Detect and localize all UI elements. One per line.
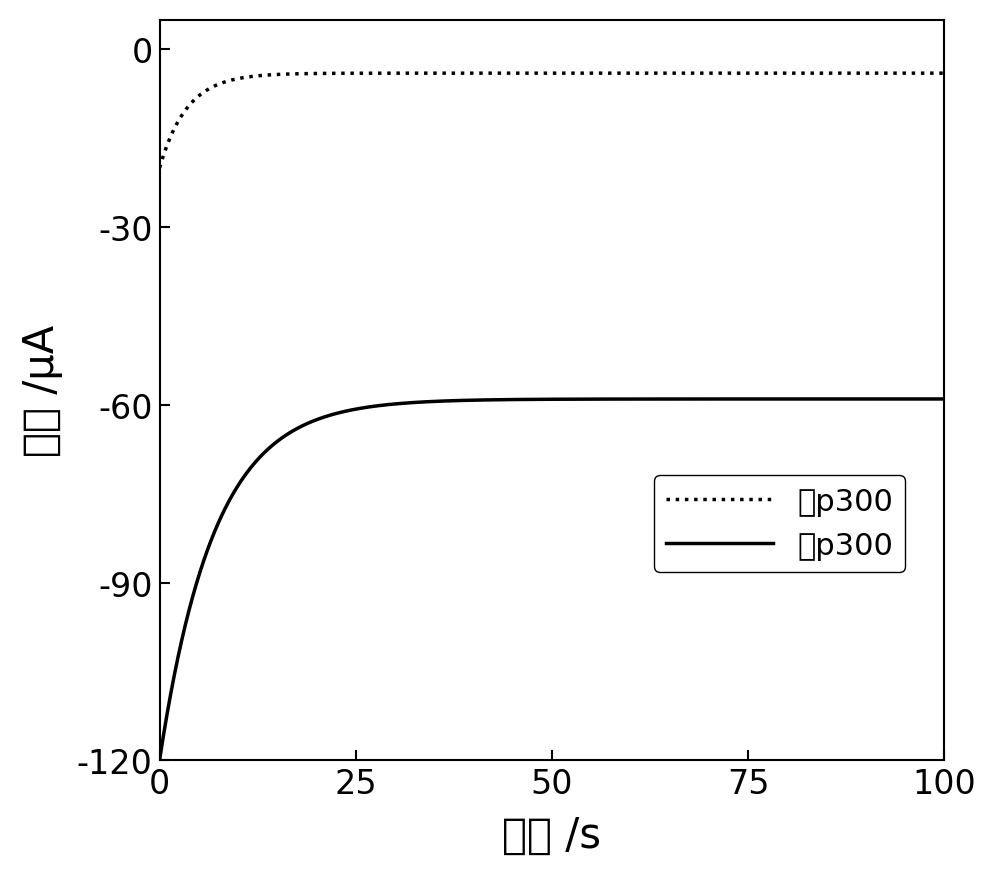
无p300 [154,163,166,174]
无p300 [455,68,467,79]
无p300 [838,68,850,79]
有p300 [938,395,950,405]
无p300 [243,73,255,83]
Y-axis label: 电流 /μA: 电流 /μA [21,324,63,457]
有p300 [243,465,255,475]
X-axis label: 时间 /s: 时间 /s [502,814,601,856]
有p300 [923,395,935,405]
Line: 无p300: 无p300 [160,74,944,168]
无p300 [923,68,935,79]
Legend: 无p300, 有p300: 无p300, 有p300 [654,475,905,573]
有p300 [489,395,500,405]
有p300 [154,755,166,766]
无p300 [289,69,301,80]
无p300 [938,68,950,79]
有p300 [838,395,850,405]
有p300 [455,396,467,406]
Line: 有p300: 有p300 [160,400,944,760]
无p300 [489,68,500,79]
有p300 [289,424,301,435]
